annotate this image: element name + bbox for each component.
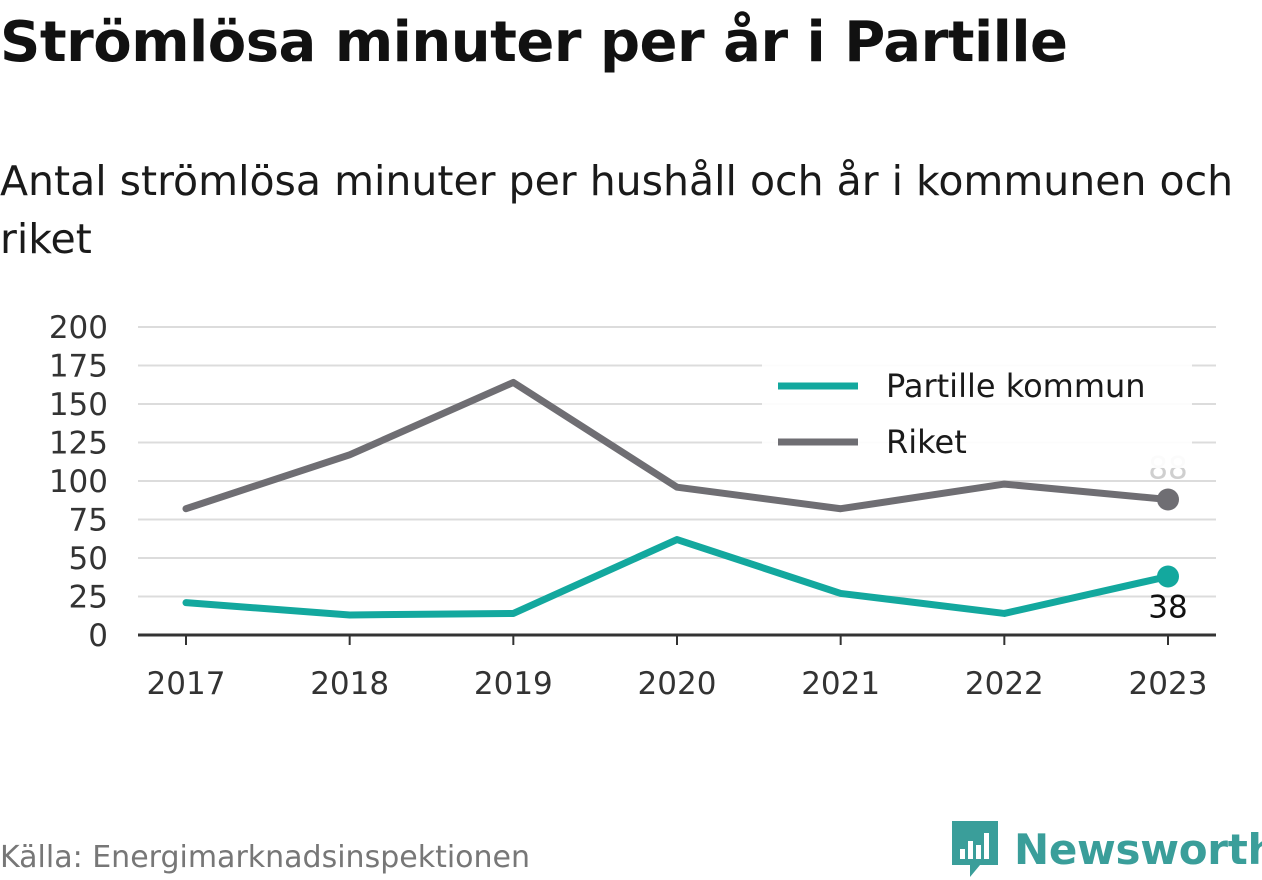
- y-tick-label: 75: [69, 503, 108, 539]
- legend-label-1: Partille kommun: [886, 367, 1146, 405]
- x-tick-label: 2017: [147, 666, 226, 702]
- newsworthy-logo-icon: [952, 821, 998, 877]
- x-tick-label: 2023: [1129, 666, 1208, 702]
- source-note: Källa: Energimarknadsinspektionen: [0, 840, 531, 875]
- y-tick-label: 50: [69, 541, 108, 577]
- legend-background: [762, 360, 1192, 468]
- x-tick-label: 2022: [965, 666, 1044, 702]
- y-tick-label: 125: [49, 426, 108, 462]
- series-layer: [182, 378, 1179, 619]
- y-tick-label: 100: [49, 464, 108, 500]
- legend-label-2: Riket: [886, 423, 967, 461]
- series-end-label-1: 38: [1148, 589, 1187, 625]
- x-tick-label: 2019: [474, 666, 553, 702]
- series-line-1: [182, 536, 1172, 619]
- y-tick-label: 200: [49, 310, 108, 346]
- x-tick-label: 2018: [310, 666, 389, 702]
- brand-logo: Newsworthy: [950, 818, 1262, 880]
- series-end-point-1: [1157, 565, 1179, 588]
- chart-subtitle: Antal strömlösa minuter per hushåll och …: [0, 157, 1234, 263]
- y-tick-label: 175: [49, 349, 108, 385]
- y-tick-label: 25: [69, 580, 108, 616]
- series-end-point-2: [1157, 488, 1179, 511]
- x-tick-label: 2021: [801, 666, 880, 702]
- chart-title: Strömlösa minuter per år i Partille: [0, 10, 1068, 75]
- y-tick-label: 150: [49, 387, 108, 423]
- brand-name: Newsworthy: [1014, 824, 1262, 874]
- legend: Partille kommun Riket: [762, 360, 1192, 468]
- series-line-2: [182, 378, 1172, 513]
- y-tick-label: 0: [88, 618, 108, 654]
- x-tick-label: 2020: [638, 666, 717, 702]
